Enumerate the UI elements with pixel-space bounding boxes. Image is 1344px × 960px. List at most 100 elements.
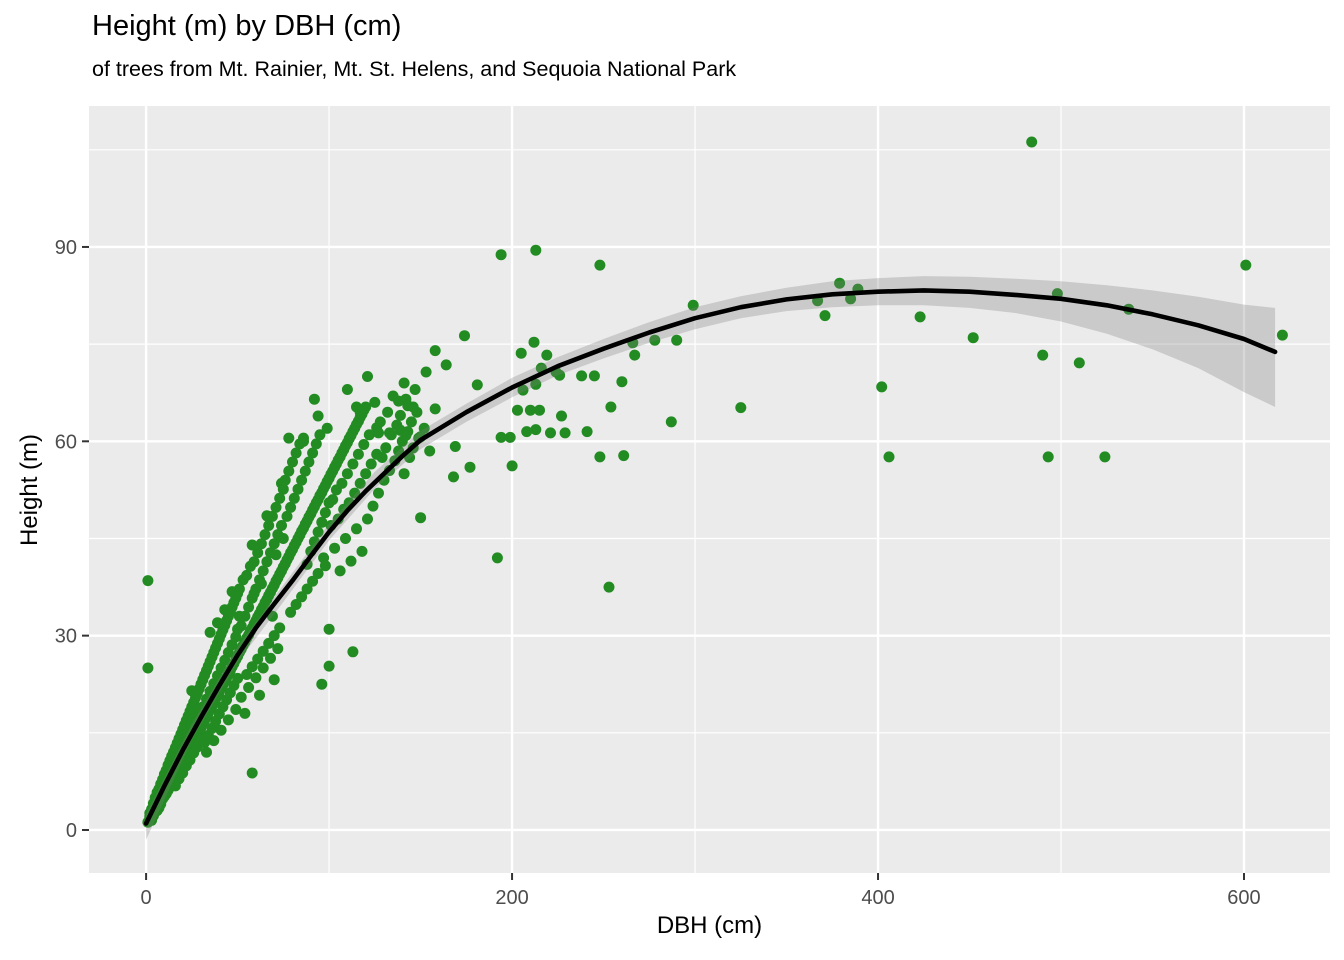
data-point [373,487,384,499]
data-point [495,249,507,261]
data-point [373,427,384,439]
data-point [268,630,280,642]
data-point [358,439,370,450]
data-point [312,410,324,422]
data-point [362,371,373,382]
data-point [541,349,553,361]
smooth-line [143,288,1278,826]
data-point [834,277,846,289]
data-point [393,395,405,407]
data-point [239,707,251,719]
data-point [365,458,377,470]
data-point [307,447,319,459]
data-point [398,468,410,480]
data-point [307,575,319,587]
chart-title: Height (m) by DBH (cm) [92,10,402,42]
data-point [491,552,503,564]
data-point [448,471,459,483]
data-point [1240,259,1252,271]
data-point [281,510,293,522]
data-point [512,404,523,416]
data-point [515,347,527,359]
data-point [274,622,286,634]
data-point [246,661,258,673]
data-point [261,510,273,522]
data-point [1042,451,1054,463]
data-point [298,432,309,444]
data-point [219,604,231,616]
data-point [296,591,308,603]
axis-tick-labels: 0 200 400 600 0 30 60 90 [55,237,1261,909]
data-point [605,401,617,413]
data-point [594,259,606,271]
data-point [255,578,267,590]
data-point [288,492,300,504]
data-point [464,461,476,473]
data-point [1276,329,1288,341]
data-point [248,588,260,599]
y-tick-label: 90 [55,237,77,259]
data-point [257,645,269,657]
data-point [665,416,677,428]
data-point [222,714,234,726]
data-point [618,450,630,462]
data-point [323,623,335,635]
data-point [265,652,276,664]
axis-ticks [82,245,1245,880]
data-point [250,672,262,684]
data-point [186,685,198,697]
data-point [530,378,542,390]
data-point [283,465,295,477]
x-tick-label: 0 [141,887,152,909]
data-point [257,662,269,674]
data-point [235,691,247,703]
data-point [914,311,926,323]
data-point [349,487,361,499]
data-point [629,349,641,361]
data-point [341,384,353,395]
data-point [471,379,483,391]
data-point [384,427,395,439]
data-point [142,575,154,587]
data-point [440,359,452,371]
data-point [735,402,747,414]
data-point [581,426,593,438]
scatter-points [142,136,1288,828]
data-point [329,542,341,554]
data-point [367,500,379,512]
data-point [556,410,567,422]
data-point [351,523,362,535]
data-point [201,746,212,758]
data-point [279,474,291,486]
data-point [215,724,227,736]
data-point [248,556,260,568]
data-point [257,565,269,577]
data-point [429,403,441,415]
data-point [883,451,895,463]
data-point [287,456,298,468]
data-point [246,767,258,779]
data-point [429,345,441,357]
data-point [530,424,542,436]
data-point [407,401,419,413]
y-tick-label: 60 [55,431,77,453]
data-point [204,626,216,638]
data-point [308,393,320,405]
data-point [274,492,286,504]
data-point [347,458,359,470]
data-point [603,581,615,593]
data-point [449,441,461,452]
data-point [588,370,600,382]
data-point [380,442,392,454]
data-point [369,396,381,408]
x-axis-title: DBH (cm) [656,912,763,939]
data-point [283,432,295,444]
data-point [398,377,410,389]
confidence-band [146,276,1276,840]
data-point [310,438,322,450]
data-point [1099,451,1111,463]
data-point [263,520,275,531]
data-point [314,429,326,441]
data-point [232,672,244,684]
data-point [334,565,346,577]
